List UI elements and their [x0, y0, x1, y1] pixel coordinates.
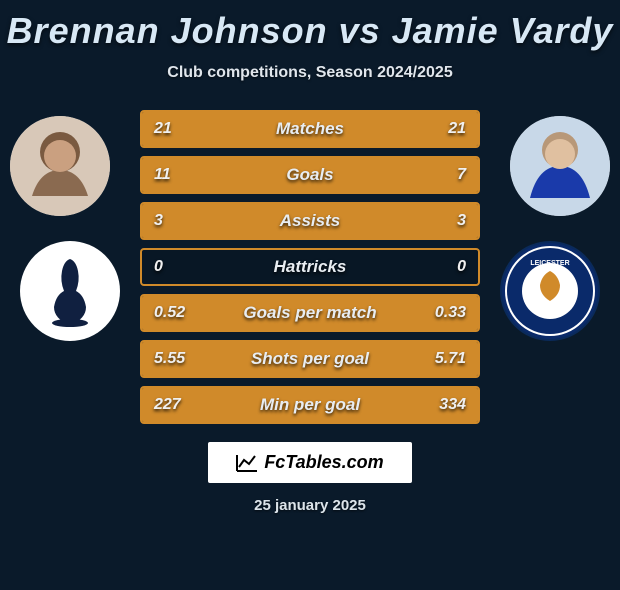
stat-value-right: 0.33	[435, 304, 466, 322]
stat-row: 11 Goals 7	[140, 156, 480, 194]
stat-label: Min per goal	[260, 395, 360, 415]
stat-row: 227 Min per goal 334	[140, 386, 480, 424]
comparison-content: LEICESTER 21 Matches 21 11 Goals 7 3 Assists 3 0 H…	[0, 106, 620, 424]
club-badge-icon	[20, 241, 120, 341]
player-right-club-badge: LEICESTER	[500, 241, 600, 341]
player-left-avatar	[10, 116, 110, 216]
stat-value-left: 21	[154, 120, 172, 138]
stat-value-right: 334	[439, 396, 466, 414]
stat-value-left: 0	[154, 258, 163, 276]
site-logo: FcTables.com	[208, 442, 411, 483]
stat-label: Goals	[286, 165, 333, 185]
club-badge-icon: LEICESTER	[500, 241, 600, 341]
avatar-placeholder-icon	[10, 116, 110, 216]
stat-value-right: 5.71	[435, 350, 466, 368]
site-label: FcTables.com	[264, 452, 383, 472]
stat-label: Assists	[280, 211, 340, 231]
stat-label: Matches	[276, 119, 344, 139]
avatar-placeholder-icon	[510, 116, 610, 216]
stat-row: 5.55 Shots per goal 5.71	[140, 340, 480, 378]
stat-value-left: 227	[154, 396, 181, 414]
date-label: 25 january 2025	[0, 497, 620, 514]
stat-row: 3 Assists 3	[140, 202, 480, 240]
stat-value-left: 5.55	[154, 350, 185, 368]
stat-row: 0 Hattricks 0	[140, 248, 480, 286]
chart-icon	[236, 454, 258, 472]
player-right-avatar	[510, 116, 610, 216]
stat-row: 21 Matches 21	[140, 110, 480, 148]
stat-row: 0.52 Goals per match 0.33	[140, 294, 480, 332]
stat-value-left: 3	[154, 212, 163, 230]
stat-label: Shots per goal	[251, 349, 369, 369]
stat-value-right: 3	[457, 212, 466, 230]
stat-label: Goals per match	[243, 303, 376, 323]
stat-value-left: 11	[154, 166, 171, 184]
stats-container: 21Matches2111Goals73Assists30Hattricks00…	[140, 106, 480, 424]
player-left-club-badge	[20, 241, 120, 341]
footer: FcTables.com 25 january 2025	[0, 442, 620, 514]
stat-label: Hattricks	[274, 257, 347, 277]
stat-value-right: 7	[457, 166, 466, 184]
stat-value-right: 0	[457, 258, 466, 276]
subtitle: Club competitions, Season 2024/2025	[0, 64, 620, 82]
svg-text:LEICESTER: LEICESTER	[530, 260, 569, 267]
page-title: Brennan Johnson vs Jamie Vardy	[0, 10, 620, 52]
stat-value-left: 0.52	[154, 304, 185, 322]
stat-value-right: 21	[448, 120, 466, 138]
